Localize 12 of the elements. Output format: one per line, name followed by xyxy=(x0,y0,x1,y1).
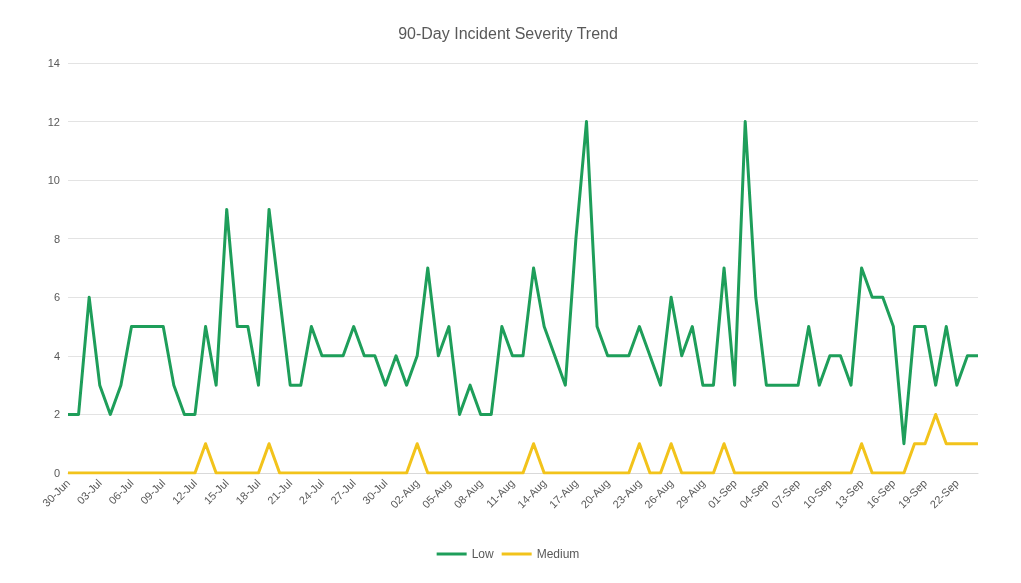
y-tick-label: 4 xyxy=(53,349,60,362)
y-tick-label: 14 xyxy=(47,57,60,69)
y-tick-label: 2 xyxy=(53,408,60,421)
y-tick-label: 12 xyxy=(47,115,60,128)
legend-label: Low xyxy=(471,547,494,561)
y-tick-label: 10 xyxy=(47,174,60,187)
legend-label: Medium xyxy=(536,547,580,561)
y-tick-label: 0 xyxy=(53,467,60,479)
chart-title: 90-Day Incident Severity Trend xyxy=(398,24,618,42)
y-tick-label: 6 xyxy=(53,291,60,304)
y-tick-label: 8 xyxy=(53,232,60,245)
line-series xyxy=(66,120,980,446)
